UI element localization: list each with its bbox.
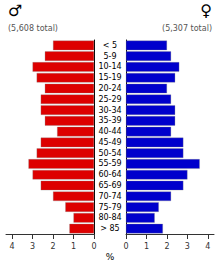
svg-text:5-9: 5-9 <box>103 52 116 61</box>
svg-text:1: 1 <box>71 242 76 251</box>
svg-text:15-19: 15-19 <box>98 73 121 82</box>
svg-text:20-24: 20-24 <box>98 84 121 93</box>
svg-text:3: 3 <box>185 242 190 251</box>
svg-text:< 5: < 5 <box>103 41 117 50</box>
svg-text:1: 1 <box>144 242 149 251</box>
svg-text:35-39: 35-39 <box>98 116 121 125</box>
svg-text:10-14: 10-14 <box>98 62 121 71</box>
svg-text:55-59: 55-59 <box>98 159 121 168</box>
svg-text:40-44: 40-44 <box>98 127 121 136</box>
svg-text:50-54: 50-54 <box>98 149 121 158</box>
svg-text:> 85: > 85 <box>100 224 119 233</box>
svg-text:0: 0 <box>91 242 96 251</box>
svg-text:45-49: 45-49 <box>98 138 121 147</box>
svg-text:(5,307 total): (5,307 total) <box>162 24 212 33</box>
svg-text:75-79: 75-79 <box>98 203 121 212</box>
svg-text:25-29: 25-29 <box>98 95 121 104</box>
svg-text:4: 4 <box>10 242 15 251</box>
svg-text:60-64: 60-64 <box>98 170 121 179</box>
svg-text:30-34: 30-34 <box>98 106 121 115</box>
svg-text:2: 2 <box>164 242 169 251</box>
svg-text:70-74: 70-74 <box>98 192 121 201</box>
svg-text:♀: ♀ <box>200 1 212 20</box>
svg-text:3: 3 <box>30 242 35 251</box>
svg-text:80-84: 80-84 <box>98 213 121 222</box>
svg-text:(5,608 total): (5,608 total) <box>8 24 58 33</box>
svg-text:2: 2 <box>51 242 56 251</box>
svg-text:65-69: 65-69 <box>98 181 121 190</box>
svg-text:4: 4 <box>205 242 210 251</box>
svg-text:♂: ♂ <box>8 1 22 20</box>
svg-text:%: % <box>106 252 115 262</box>
svg-text:0: 0 <box>123 242 128 251</box>
